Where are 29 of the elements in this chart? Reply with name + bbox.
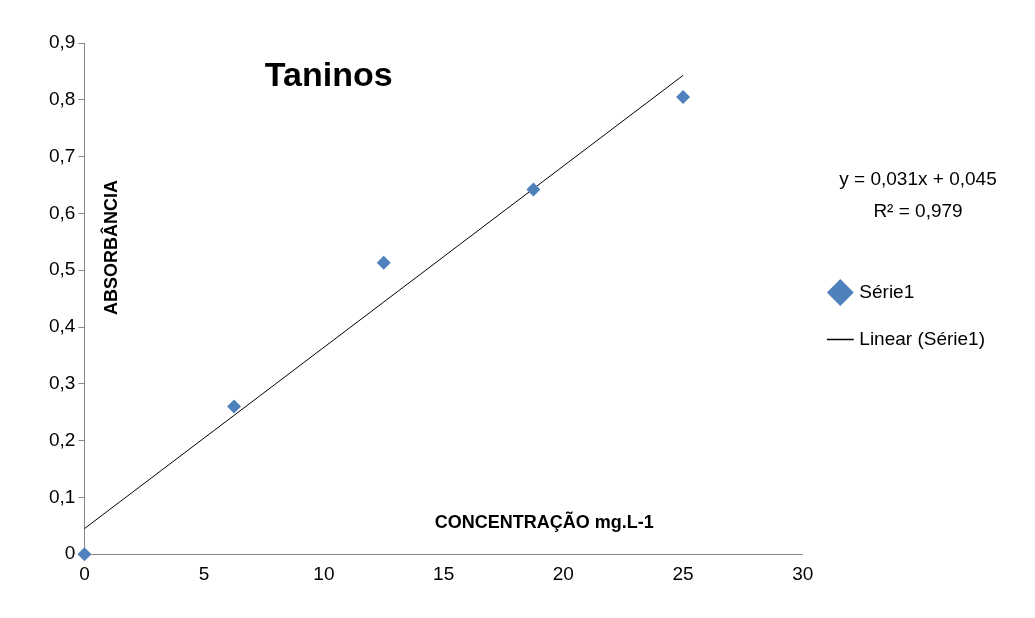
point bbox=[676, 89, 691, 104]
y-axis-title: ABSORBÂNCIA bbox=[100, 179, 122, 315]
x-tick-label: 20 bbox=[552, 562, 574, 584]
y-tick-label: 0,7 bbox=[48, 144, 76, 166]
y-tick-label: 0,3 bbox=[48, 372, 76, 394]
x-tick-label: 5 bbox=[198, 562, 210, 584]
x-tick-label: 30 bbox=[792, 562, 814, 584]
chart-title: Taninos bbox=[264, 55, 393, 94]
y-tick-label: 0,9 bbox=[48, 31, 76, 53]
legend-label: Linear (Série1) bbox=[859, 327, 985, 349]
x-axis-title: CONCENTRAÇÃO mg.L-1 bbox=[434, 511, 654, 533]
x-tick-label: 10 bbox=[313, 562, 335, 584]
y-tick-label: 0 bbox=[64, 542, 76, 564]
x-tick-label: 15 bbox=[433, 562, 455, 584]
legend-label: Série1 bbox=[859, 280, 915, 302]
point bbox=[227, 399, 242, 414]
x-tick-label: 0 bbox=[79, 562, 90, 584]
y-tick-label: 0,6 bbox=[48, 201, 76, 223]
text: R² = 0,979 bbox=[873, 200, 963, 222]
y-tick-label: 0,5 bbox=[48, 258, 76, 280]
point bbox=[376, 255, 391, 270]
point bbox=[77, 547, 92, 562]
point bbox=[526, 182, 541, 197]
y-tick-label: 0,1 bbox=[48, 485, 76, 507]
x-tick-label: 25 bbox=[672, 562, 694, 584]
y-tick-label: 0,8 bbox=[48, 88, 76, 110]
y-tick-label: 0,4 bbox=[48, 315, 76, 337]
y-tick-label: 0,2 bbox=[48, 428, 76, 450]
text: y = 0,031x + 0,045 bbox=[839, 168, 997, 190]
